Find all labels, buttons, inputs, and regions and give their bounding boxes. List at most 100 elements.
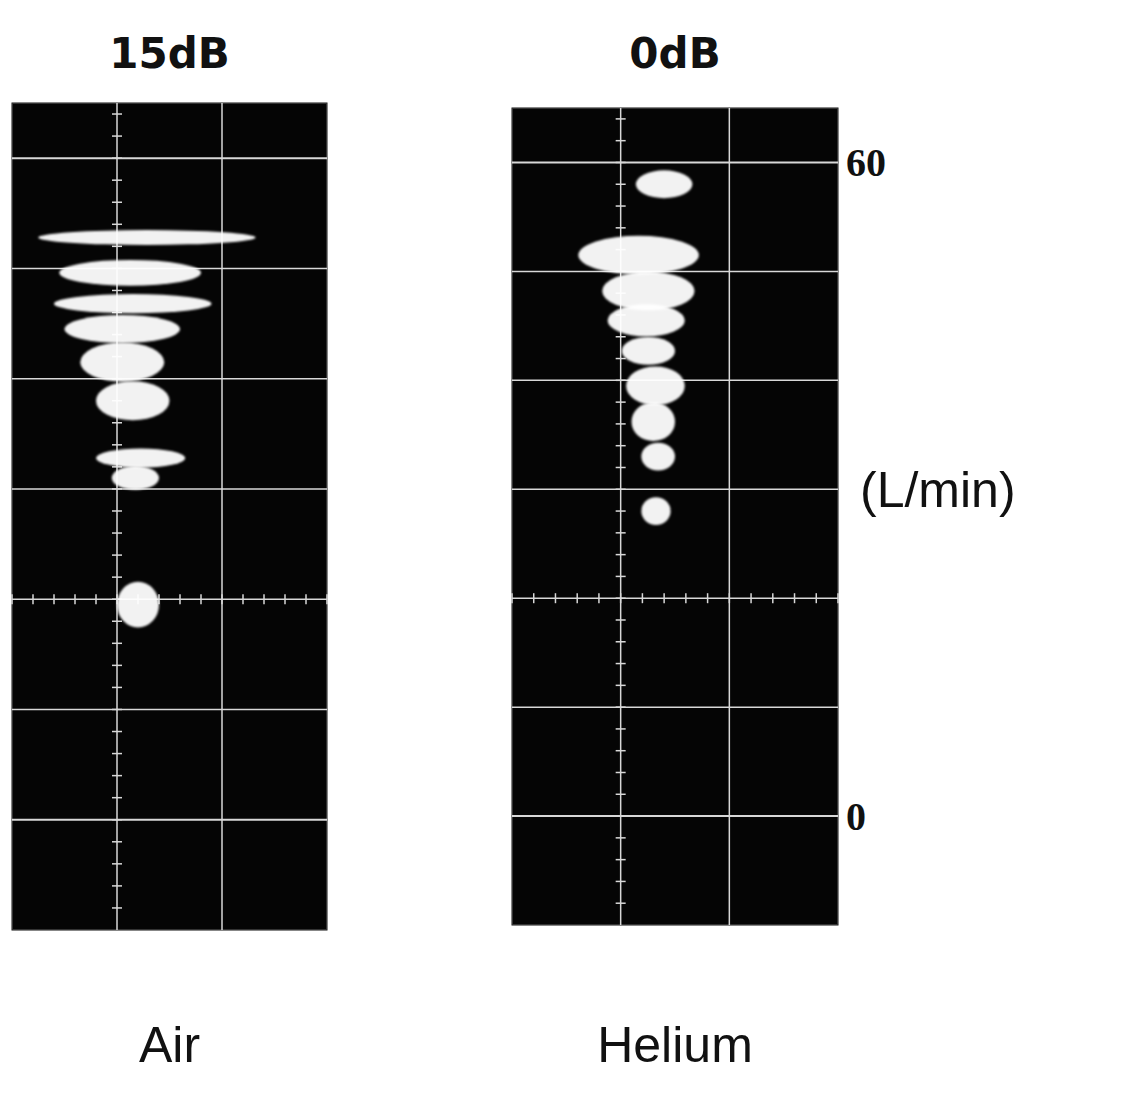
minor-tick (729, 593, 731, 603)
minor-tick (32, 594, 34, 604)
band (636, 170, 693, 198)
minor-tick (772, 593, 774, 603)
minor-tick (616, 902, 626, 904)
grid-line (12, 157, 327, 159)
band (96, 381, 170, 420)
band (626, 366, 685, 405)
minor-tick (616, 118, 626, 120)
grid-line (729, 108, 731, 925)
minor-tick (112, 135, 122, 137)
minor-tick (616, 750, 626, 752)
graticule (512, 108, 838, 925)
band (38, 230, 255, 245)
minor-tick (616, 859, 626, 861)
minor-tick (112, 643, 122, 645)
graticule-line (12, 488, 327, 490)
band (65, 315, 181, 343)
minor-tick (112, 532, 122, 534)
minor-tick (112, 863, 122, 865)
graticule-line (512, 271, 838, 273)
minor-tick (576, 593, 578, 603)
minor-tick (750, 593, 752, 603)
minor-tick (112, 422, 122, 424)
panel-title: Air (139, 1017, 200, 1073)
minor-tick (616, 815, 626, 817)
minor-tick (616, 772, 626, 774)
minor-tick (616, 619, 626, 621)
minor-tick (112, 201, 122, 203)
grid-line (116, 103, 118, 930)
grid-line (512, 815, 838, 817)
minor-tick (616, 641, 626, 643)
plot-frame (13, 104, 327, 930)
minor-tick (112, 753, 122, 755)
minor-tick (616, 881, 626, 883)
minor-tick (616, 336, 626, 338)
band (59, 260, 201, 286)
minor-tick (616, 489, 626, 491)
minor-tick (112, 179, 122, 181)
minor-tick (616, 423, 626, 425)
band (96, 448, 185, 467)
plot-frame (513, 109, 838, 925)
minor-tick (53, 594, 55, 604)
minor-tick (112, 885, 122, 887)
minor-tick (616, 445, 626, 447)
band (117, 582, 159, 628)
minor-tick (794, 593, 796, 603)
grid-line (620, 108, 622, 925)
minor-tick (242, 594, 244, 604)
minor-tick (112, 290, 122, 292)
minor-tick (555, 593, 557, 603)
minor-tick (112, 576, 122, 578)
minor-tick (616, 380, 626, 382)
minor-tick (112, 246, 122, 248)
graticule-line (12, 378, 327, 380)
minor-tick (616, 401, 626, 403)
minor-tick (616, 532, 626, 534)
axis-title: (L/min) (860, 462, 1016, 518)
figure: 15dBAir0dBHelium060(L/min) (0, 0, 1144, 1095)
minor-tick (112, 907, 122, 909)
minor-tick (284, 594, 286, 604)
tick-label: 0 (846, 794, 866, 839)
minor-tick (642, 593, 644, 603)
graticule-line (512, 489, 838, 491)
graticule-line (12, 709, 327, 711)
minor-tick (616, 554, 626, 556)
panel-subtitle: 0dB (629, 29, 720, 78)
minor-tick (616, 205, 626, 207)
minor-tick (179, 594, 181, 604)
minor-tick (74, 594, 76, 604)
minor-tick (616, 794, 626, 796)
bands (38, 230, 255, 627)
grid-line (512, 161, 838, 163)
graticule-line (512, 706, 838, 708)
minor-tick (11, 594, 13, 604)
minor-tick (616, 663, 626, 665)
panel-subtitle: 15dB (109, 29, 230, 78)
minor-tick (112, 554, 122, 556)
minor-tick (616, 227, 626, 229)
minor-tick (616, 467, 626, 469)
band (54, 294, 212, 313)
band (80, 343, 164, 382)
minor-tick (837, 593, 839, 603)
minor-tick (112, 224, 122, 226)
minor-tick (326, 594, 328, 604)
graticule-line (512, 597, 838, 599)
panel-title: Helium (597, 1017, 753, 1073)
band (112, 466, 159, 490)
minor-tick (616, 576, 626, 578)
minor-tick (112, 157, 122, 159)
minor-tick (112, 621, 122, 623)
band (641, 443, 675, 471)
band (641, 497, 670, 525)
minor-tick (305, 594, 307, 604)
minor-tick (200, 594, 202, 604)
minor-tick (112, 819, 122, 821)
graticule (12, 103, 327, 930)
bands (578, 170, 699, 525)
band (622, 337, 675, 365)
minor-tick (221, 594, 223, 604)
